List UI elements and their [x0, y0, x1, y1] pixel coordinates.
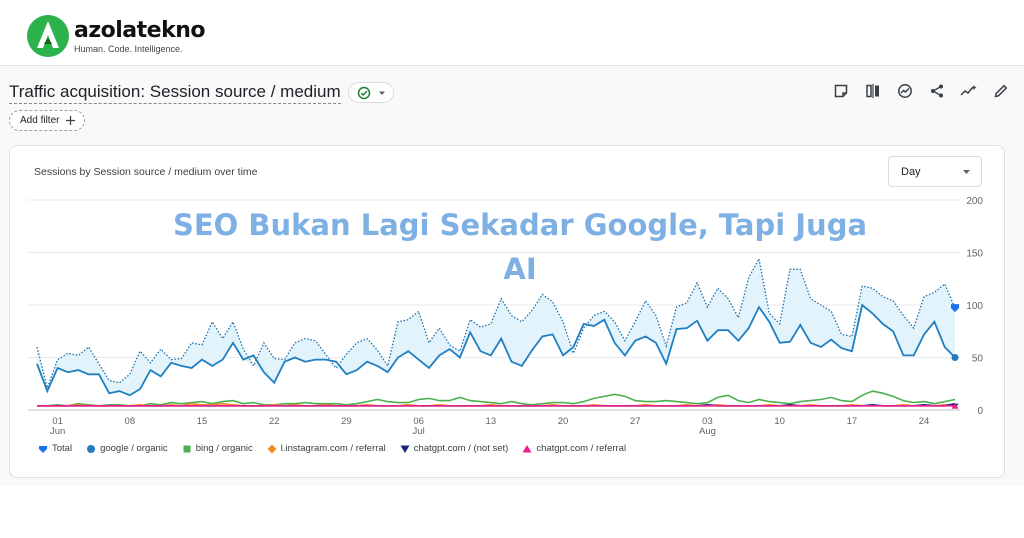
- legend-item-bing[interactable]: bing / organic: [182, 443, 253, 454]
- chart-title: Sessions by Session source / medium over…: [34, 166, 258, 178]
- legend-label: google / organic: [100, 443, 168, 454]
- legend-item-instagram[interactable]: l.instagram.com / referral: [267, 443, 386, 454]
- legend-label: chatgpt.com / (not set): [413, 443, 509, 454]
- granularity-value: Day: [901, 165, 921, 178]
- plus-icon: [66, 116, 76, 125]
- chart-legend: Total google / organic bing / organic l.…: [38, 443, 626, 454]
- share-icon[interactable]: [926, 80, 948, 102]
- add-filter-label: Add filter: [20, 115, 60, 126]
- legend-label: bing / organic: [195, 443, 253, 454]
- pin-marker-icon: [39, 445, 47, 453]
- edit-icon[interactable]: [990, 80, 1012, 102]
- triangle-up-marker-icon: [522, 444, 532, 452]
- caret-down-icon: [378, 91, 385, 95]
- overlay-headline: SEO Bukan Lagi Sekadar Google, Tapi Juga…: [172, 208, 868, 286]
- brand-mark-icon: [27, 15, 69, 57]
- legend-label: l.instagram.com / referral: [280, 443, 386, 454]
- legend-label: chatgpt.com / referral: [536, 443, 627, 454]
- granularity-select[interactable]: Day: [888, 156, 982, 187]
- legend-item-chatgpt-notset[interactable]: chatgpt.com / (not set): [400, 443, 509, 454]
- legend-item-google[interactable]: google / organic: [86, 443, 168, 454]
- diamond-marker-icon: [267, 444, 277, 453]
- brand-tagline: Human. Code. Intelligence.: [74, 43, 183, 54]
- brand-logo: azolatekno Human. Code. Intelligence.: [26, 14, 206, 58]
- brand-name: azolatekno: [74, 17, 206, 43]
- legend-item-total[interactable]: Total: [38, 443, 72, 454]
- compare-icon[interactable]: [862, 80, 884, 102]
- legend-item-chatgpt-referral[interactable]: chatgpt.com / referral: [522, 443, 626, 454]
- report-toolbar: [830, 80, 1012, 102]
- triangle-down-marker-icon: [400, 445, 410, 453]
- add-filter-button[interactable]: Add filter: [9, 110, 86, 131]
- header-divider: [0, 65, 1024, 66]
- report-title[interactable]: Traffic acquisition: Session source / me…: [9, 82, 341, 104]
- trend-icon[interactable]: [958, 80, 980, 102]
- notes-icon[interactable]: [830, 80, 852, 102]
- report-status-chip[interactable]: [348, 82, 394, 103]
- chart-card: Sessions by Session source / medium over…: [9, 145, 1005, 478]
- check-circle-icon: [357, 86, 370, 99]
- caret-down-icon: [963, 170, 970, 174]
- circle-marker-icon: [87, 444, 96, 453]
- legend-label: Total: [52, 443, 73, 454]
- square-marker-icon: [183, 445, 191, 452]
- insights-icon[interactable]: [894, 80, 916, 102]
